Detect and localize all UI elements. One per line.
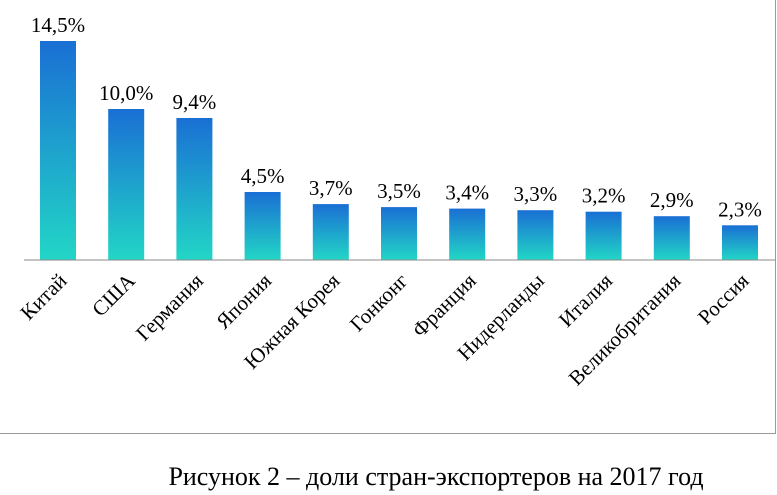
bar-7 — [449, 208, 486, 260]
data-label-9: 3,2% — [582, 184, 626, 208]
data-label-5: 3,7% — [309, 176, 353, 200]
figure-caption: Рисунок 2 – доли стран-экспортеров на 20… — [168, 462, 704, 491]
bar-4 — [244, 192, 281, 260]
bar-3 — [176, 118, 213, 260]
data-label-4: 4,5% — [241, 164, 285, 188]
category-label-9: Италия — [554, 268, 618, 332]
data-label-7: 3,4% — [445, 181, 489, 205]
category-label-4: Япония — [211, 268, 276, 333]
data-label-1: 14,5% — [31, 13, 85, 37]
category-label-1: Китай — [15, 269, 71, 325]
bar-chart: 14,5% 10,0% 9,4% 4,5% 3,7% 3,5% 3,4% 3,3% 3,2% 2,… — [15, 13, 776, 390]
data-label-8: 3,3% — [514, 182, 558, 206]
category-label-3: Германия — [131, 268, 208, 345]
bar-1 — [40, 41, 76, 260]
data-label-6: 3,5% — [377, 179, 421, 203]
data-label-3: 9,4% — [173, 90, 217, 114]
category-label-11: Россия — [693, 268, 754, 329]
category-label-2: США — [87, 268, 140, 321]
bar-9 — [585, 211, 622, 260]
bar-6 — [381, 207, 417, 260]
bar-2 — [108, 109, 145, 260]
category-label-6: Гонконг — [345, 268, 413, 336]
bar-5 — [312, 204, 349, 260]
bar-8 — [517, 210, 554, 260]
bar-10 — [653, 216, 690, 260]
bar-11 — [722, 225, 758, 260]
chart-frame: 14,5% 10,0% 9,4% 4,5% 3,7% 3,5% 3,4% 3,3% 3,2% 2,… — [0, 0, 776, 434]
data-label-10: 2,9% — [650, 188, 694, 212]
data-label-2: 10,0% — [99, 81, 153, 105]
data-label-11: 2,3% — [718, 197, 762, 221]
